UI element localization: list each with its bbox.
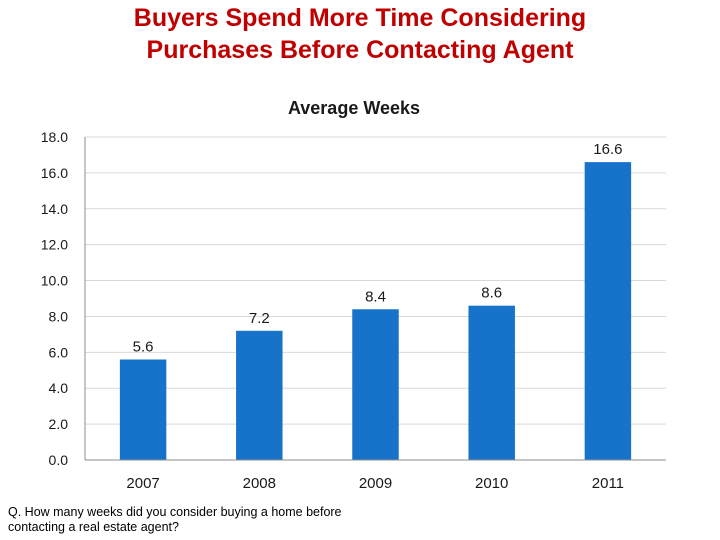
- bar-2009: [352, 309, 399, 460]
- data-label-2007: 5.6: [133, 339, 154, 356]
- x-tick-label-2011: 2011: [592, 475, 624, 492]
- y-tick-label: 16.0: [41, 165, 68, 181]
- y-tick-label: 10.0: [41, 273, 68, 289]
- x-tick-label-2007: 2007: [126, 475, 159, 492]
- bars: [119, 162, 632, 460]
- data-labels: 5.6 7.2 8.4 8.6 16.6: [133, 141, 623, 355]
- bar-2008: [236, 330, 283, 460]
- y-tick-label: 0.0: [49, 452, 69, 468]
- y-tick-label: 8.0: [49, 308, 69, 324]
- bar-2010: [468, 305, 515, 460]
- survey-question-footnote: Q. How many weeks did you consider buyin…: [8, 505, 428, 535]
- slide-title-line-1: Buyers Spend More Time Considering: [133, 4, 587, 32]
- x-tick-label-2010: 2010: [475, 475, 508, 492]
- bar-2011: [584, 162, 632, 460]
- y-tick-label: 4.0: [49, 380, 69, 396]
- slide-title: Buyers Spend More Time Considering Purch…: [0, 2, 720, 66]
- data-label-2008: 7.2: [249, 310, 270, 327]
- bar-2007: [119, 359, 167, 460]
- data-label-2011: 16.6: [593, 141, 622, 158]
- x-tick-label-2009: 2009: [359, 475, 392, 492]
- chart-title: Average Weeks: [288, 98, 420, 118]
- axes: 0.0 2.0 4.0 6.0 8.0 10.0 12.0 14.0 16.0 18.0 2007 2…: [41, 129, 666, 492]
- x-tick-label-2008: 2008: [243, 475, 276, 492]
- footnote-line-1: Q. How many weeks did you consider buyin…: [8, 505, 342, 519]
- footnote-line-2: contacting a real estate agent?: [8, 520, 179, 534]
- y-tick-label: 6.0: [49, 344, 69, 360]
- data-label-2010: 8.6: [481, 285, 502, 302]
- y-tick-label: 18.0: [41, 129, 68, 145]
- slide-title-line-2: Purchases Before Contacting Agent: [146, 36, 574, 64]
- y-tick-label: 14.0: [41, 201, 68, 217]
- y-tick-label: 12.0: [41, 237, 68, 253]
- y-tick-label: 2.0: [49, 416, 69, 432]
- data-label-2009: 8.4: [365, 288, 386, 305]
